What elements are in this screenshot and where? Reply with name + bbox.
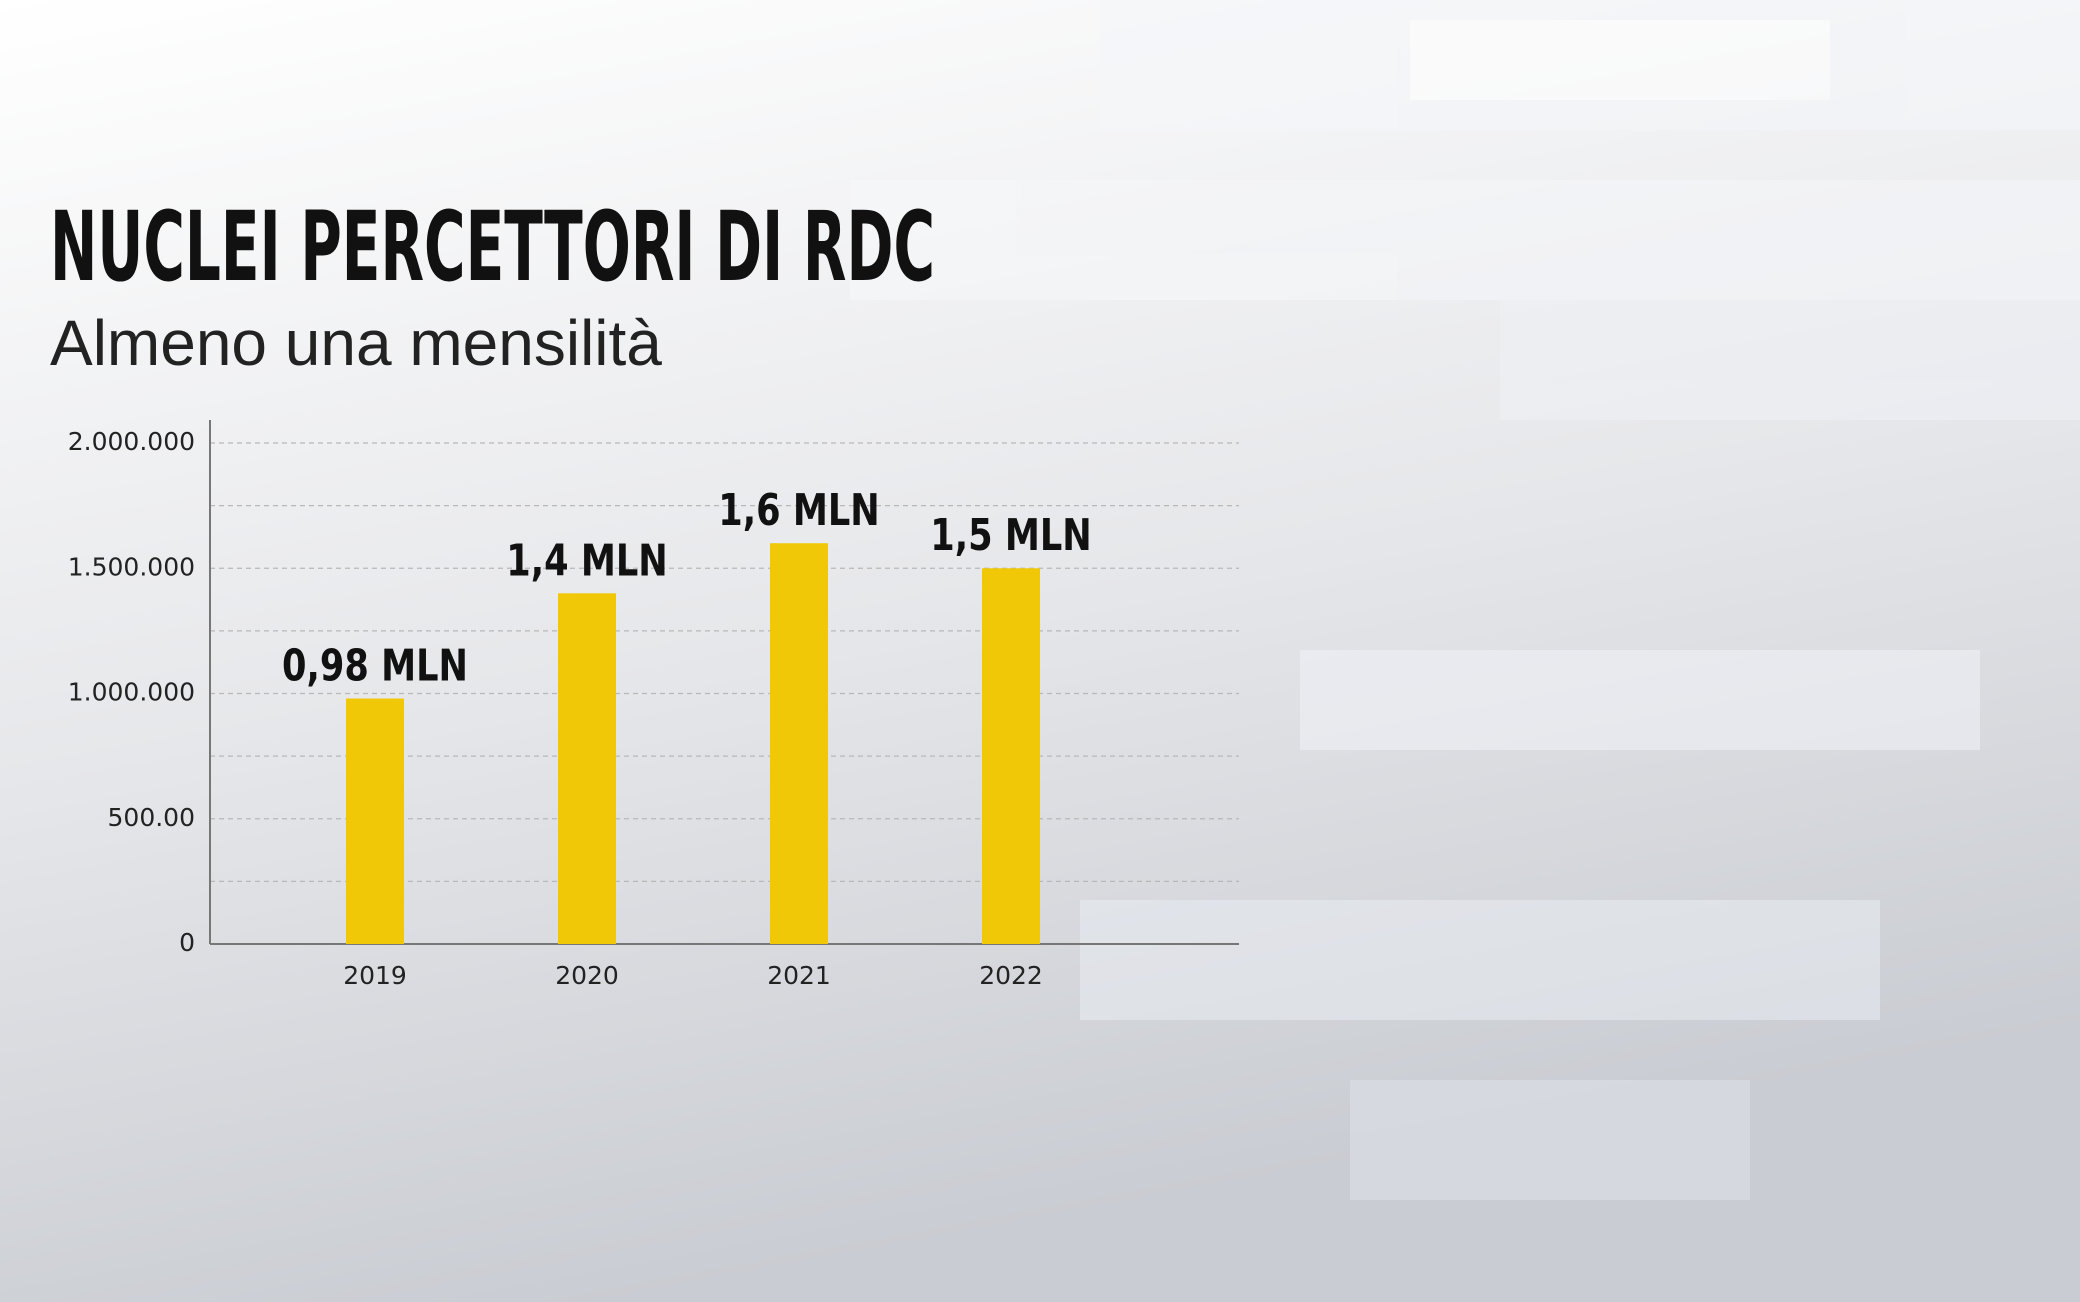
- chart-subtitle: Almeno una mensilità: [50, 307, 662, 379]
- bar: [558, 593, 616, 944]
- decoration: [850, 0, 2080, 1200]
- value-label: 1,5 MLN: [930, 510, 1091, 561]
- y-tick-label: 1.500.000: [68, 552, 195, 581]
- bar: [346, 698, 404, 944]
- y-tick-label: 500.00: [108, 803, 195, 832]
- value-label: 1,4 MLN: [506, 536, 667, 587]
- value-label: 0,98 MLN: [282, 641, 468, 692]
- chart-title: NUCLEI PERCETTORI DI RDC: [50, 191, 935, 303]
- x-tick-label: 2021: [767, 961, 831, 990]
- y-tick-label: 2.000.000: [68, 427, 195, 456]
- value-label: 1,6 MLN: [718, 485, 879, 536]
- x-tick-label: 2019: [343, 961, 407, 990]
- x-tick-label: 2020: [555, 961, 619, 990]
- x-tick-label: 2022: [979, 961, 1043, 990]
- y-tick-label: 1.000.000: [68, 678, 195, 707]
- bar: [982, 568, 1040, 944]
- bar: [770, 543, 828, 944]
- y-tick-label: 0: [179, 928, 195, 957]
